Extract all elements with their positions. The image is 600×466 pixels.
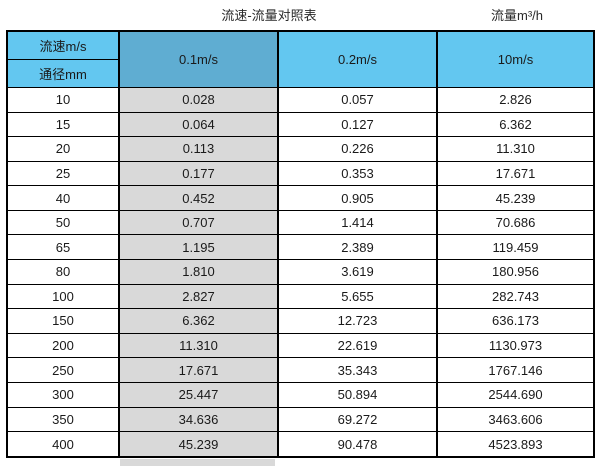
value-cell: 2.389	[277, 234, 438, 261]
value-cell: 6.362	[436, 111, 595, 138]
value-cell: 0.064	[118, 111, 279, 138]
value-cell: 6.362	[118, 308, 279, 334]
diameter-cell: 10	[6, 87, 120, 113]
value-cell: 1.810	[118, 259, 279, 285]
value-cell: 90.478	[277, 431, 438, 458]
value-cell: 12.723	[277, 308, 438, 334]
flow-unit-label: 流量m³/h	[490, 8, 544, 23]
header-velocity-0_1: 0.1m/s	[118, 30, 279, 88]
diameter-cell: 350	[6, 406, 120, 433]
value-cell: 282.743	[436, 283, 595, 310]
value-cell: 17.671	[118, 357, 279, 383]
corner-cell-velocity: 流速m/s	[6, 30, 120, 60]
diameter-cell: 300	[6, 381, 120, 408]
page-title: 流速-流量对照表	[221, 8, 317, 23]
table-row: 15 0.064 0.127 6.362	[6, 111, 595, 138]
value-cell: 0.057	[277, 87, 438, 113]
value-cell: 69.272	[277, 406, 438, 433]
value-cell: 1130.973	[436, 332, 595, 359]
value-cell: 0.353	[277, 160, 438, 187]
diameter-cell: 100	[6, 283, 120, 310]
value-cell: 119.459	[436, 234, 595, 261]
corner-cell-diameter: 通径mm	[6, 59, 120, 88]
value-cell: 3.619	[277, 259, 438, 285]
value-cell: 35.343	[277, 357, 438, 383]
header-velocity-0_2: 0.2m/s	[277, 30, 438, 88]
diameter-cell: 250	[6, 357, 120, 383]
diameter-cell: 15	[6, 111, 120, 138]
table-row: 20 0.113 0.226 11.310	[6, 136, 595, 162]
value-cell: 25.447	[118, 381, 279, 408]
value-cell: 0.028	[118, 87, 279, 113]
table-row: 25 0.177 0.353 17.671	[6, 160, 595, 187]
value-cell: 0.113	[118, 136, 279, 162]
value-cell: 45.239	[436, 185, 595, 211]
diameter-cell: 400	[6, 431, 120, 458]
table-row: 10 0.028 0.057 2.826	[6, 87, 595, 113]
flow-rate-table: 流速m/s 0.1m/s 0.2m/s 10m/s 通径mm 10 0.028 0.…	[6, 30, 595, 458]
value-cell: 22.619	[277, 332, 438, 359]
value-cell: 1.195	[118, 234, 279, 261]
table-row: 250 17.671 35.343 1767.146	[6, 357, 595, 383]
title-bar: 流速-流量对照表 流量m³/h	[0, 0, 600, 30]
table-row: 50 0.707 1.414 70.686	[6, 209, 595, 236]
value-cell: 0.452	[118, 185, 279, 211]
table-header: 流速m/s 0.1m/s 0.2m/s 10m/s 通径mm	[6, 30, 595, 88]
table-row: 100 2.827 5.655 282.743	[6, 283, 595, 310]
value-cell: 0.226	[277, 136, 438, 162]
diameter-cell: 80	[6, 259, 120, 285]
table-row: 40 0.452 0.905 45.239	[6, 185, 595, 211]
diameter-cell: 65	[6, 234, 120, 261]
value-cell: 0.127	[277, 111, 438, 138]
diameter-cell: 150	[6, 308, 120, 334]
value-cell: 1.414	[277, 209, 438, 236]
diameter-cell: 20	[6, 136, 120, 162]
table-row: 400 45.239 90.478 4523.893	[6, 431, 595, 458]
header-row-velocity: 流速m/s 0.1m/s 0.2m/s 10m/s	[6, 30, 595, 88]
header-row-diameter: 通径mm	[6, 59, 594, 88]
diameter-cell: 50	[6, 209, 120, 236]
value-cell: 636.173	[436, 308, 595, 334]
value-cell: 17.671	[436, 160, 595, 187]
value-cell: 2.826	[436, 87, 595, 113]
value-cell: 11.310	[118, 332, 279, 359]
value-cell: 0.905	[277, 185, 438, 211]
value-cell: 5.655	[277, 283, 438, 310]
value-cell: 3463.606	[436, 406, 595, 433]
highlight-column-overflow	[120, 459, 275, 466]
table-row: 300 25.447 50.894 2544.690	[6, 381, 595, 408]
table-row: 350 34.636 69.272 3463.606	[6, 406, 595, 433]
value-cell: 0.177	[118, 160, 279, 187]
value-cell: 4523.893	[436, 431, 595, 458]
value-cell: 1767.146	[436, 357, 595, 383]
table-body: 10 0.028 0.057 2.826 15 0.064 0.127 6.362 20 0.11…	[6, 87, 595, 458]
table-row: 200 11.310 22.619 1130.973	[6, 332, 595, 359]
diameter-cell: 25	[6, 160, 120, 187]
header-velocity-10: 10m/s	[436, 30, 595, 88]
diameter-cell: 40	[6, 185, 120, 211]
value-cell: 50.894	[277, 381, 438, 408]
table-row: 80 1.810 3.619 180.956	[6, 259, 595, 285]
value-cell: 11.310	[436, 136, 595, 162]
value-cell: 2.827	[118, 283, 279, 310]
value-cell: 180.956	[436, 259, 595, 285]
diameter-cell: 200	[6, 332, 120, 359]
value-cell: 70.686	[436, 209, 595, 236]
value-cell: 2544.690	[436, 381, 595, 408]
value-cell: 34.636	[118, 406, 279, 433]
value-cell: 45.239	[118, 431, 279, 458]
value-cell: 0.707	[118, 209, 279, 236]
table-row: 150 6.362 12.723 636.173	[6, 308, 595, 334]
table-row: 65 1.195 2.389 119.459	[6, 234, 595, 261]
